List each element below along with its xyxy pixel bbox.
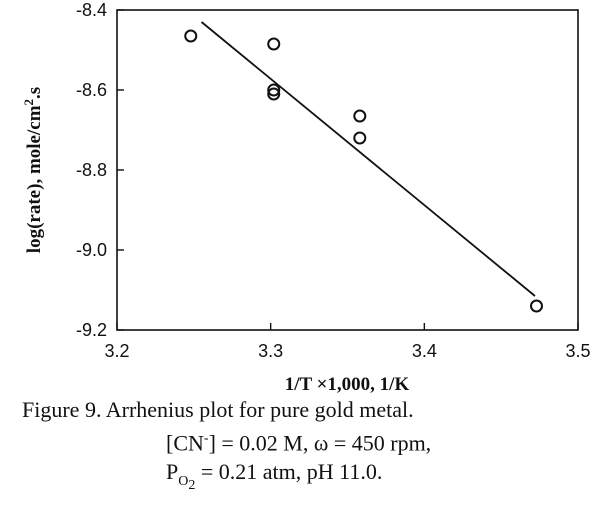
data-point [267,83,281,97]
y-tick-label: -8.6 [76,80,107,100]
caption-p-sub-2: 2 [188,477,196,493]
fit-line [200,21,536,297]
x-tick-label: 3.3 [258,341,283,361]
caption-cn-open: [CN [166,430,204,456]
arrhenius-plot: 3.2 3.3 3.4 3.5 -8.4 -8.6 -8.8 -9.0 -9.2 1/T ×1,… [21,0,591,395]
y-axis-title: log(rate), mole/cm2.s [21,87,45,253]
caption-p-symbol: P [166,459,179,485]
data-points [184,29,544,313]
caption-p-sub-o: O [178,473,189,489]
data-point [184,29,198,43]
figure-caption: Figure 9. Arrhenius plot for pure gold m… [22,395,587,500]
y-tick-label: -9.0 [76,240,107,260]
caption-line-3: PO2 = 0.21 atm, pH 11.0. [22,457,587,499]
y-tick-label: -8.8 [76,160,107,180]
x-tick-label: 3.5 [565,341,590,361]
y-tick-label: -8.4 [76,0,107,20]
y-axis-title-main: log(rate), mole/cm [24,105,45,253]
data-point [267,87,281,101]
caption-conditions-2: = 0.21 atm, pH 11.0. [195,459,383,485]
caption-line-1: Figure 9. Arrhenius plot for pure gold m… [22,397,414,422]
x-tick-label: 3.4 [412,341,437,361]
fit-line-group [200,21,536,297]
data-point [353,109,367,123]
y-tick-label: -9.2 [76,320,107,340]
caption-line-2: [CN-] = 0.02 M, ω = 450 rpm, [22,424,587,457]
data-point [267,37,281,51]
x-tick-label: 3.2 [104,341,129,361]
caption-p-subscript: O2 [178,473,195,493]
caption-cn-charge: - [203,431,209,446]
caption-conditions-1: ] = 0.02 M, ω = 450 rpm, [208,430,432,456]
y-axis-title-tail: .s [24,87,45,99]
data-point [353,131,367,145]
x-axis-title: 1/T ×1,000, 1/K [285,374,410,395]
y-axis-title-exponent: 2 [21,99,36,106]
plot-frame [116,9,579,331]
axis-ticks: 3.2 3.3 3.4 3.5 -8.4 -8.6 -8.8 -9.0 -9.2 [76,0,591,361]
data-point [530,299,544,313]
